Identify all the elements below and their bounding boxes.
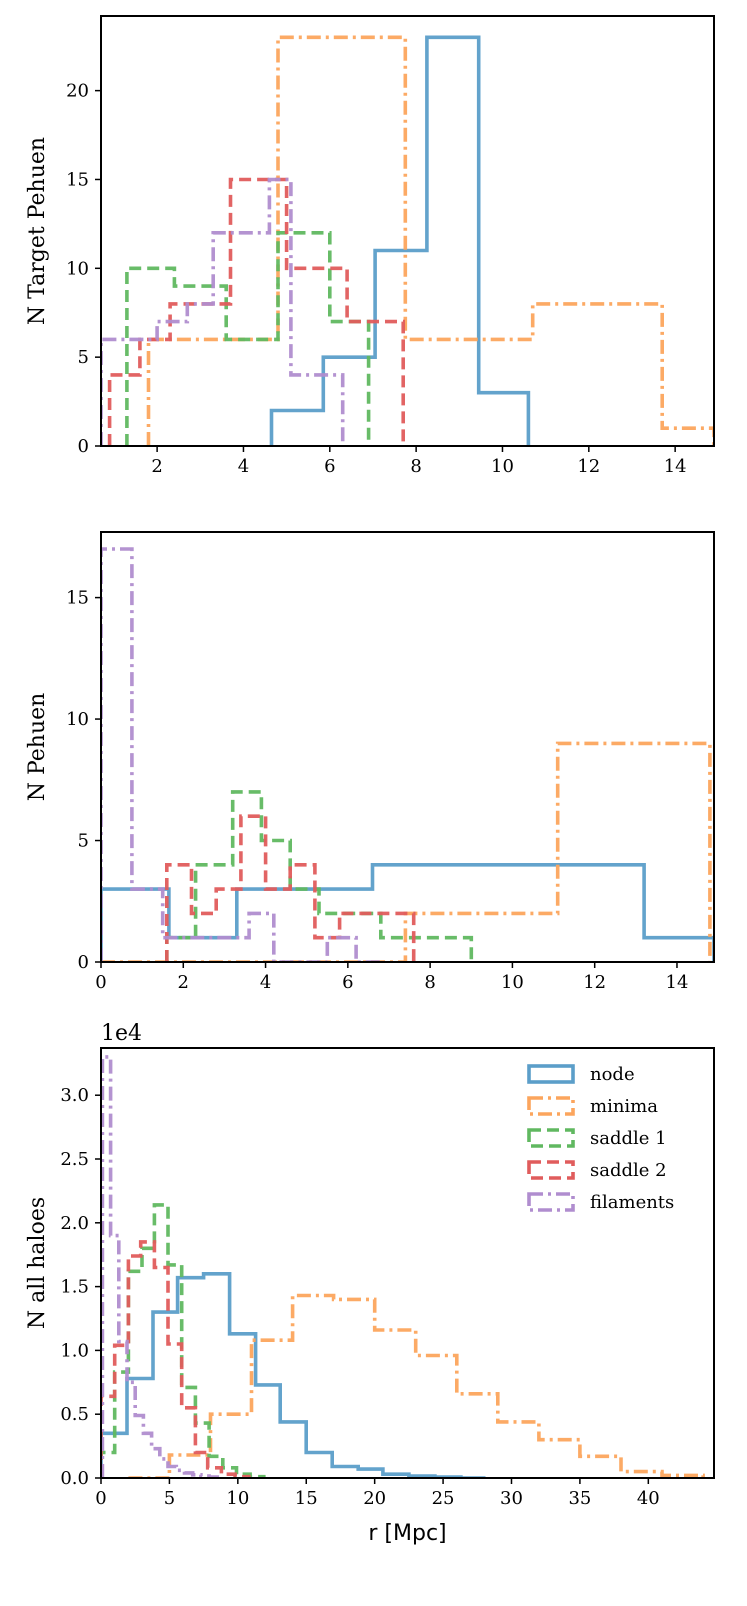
x-tick-label: 5: [164, 1488, 175, 1509]
series-group: [101, 547, 714, 962]
x-tick-label: 0: [95, 972, 106, 993]
y-offset-text: 1e4: [101, 1021, 142, 1046]
x-tick-label: 40: [637, 1488, 660, 1509]
y-tick-label: 3.0: [60, 1085, 89, 1106]
legend-swatch-saddle-1: [527, 1128, 575, 1148]
x-axis-label: r [Mpc]: [368, 1521, 446, 1546]
y-tick-label: 1.5: [60, 1277, 89, 1298]
y-tick-label: 15: [66, 169, 89, 190]
x-tick-label: 35: [568, 1488, 591, 1509]
x-tick-label: 8: [410, 456, 421, 477]
y-tick-label: 5: [78, 831, 89, 852]
series-node-step: [269, 35, 531, 446]
axes-frame: [100, 1047, 715, 1479]
series-saddle-1-step: [125, 231, 371, 446]
legend-label-minima: minima: [590, 1096, 658, 1117]
x-tick-label: 15: [295, 1488, 318, 1509]
x-tick-label: 6: [342, 972, 353, 993]
x-tick-label: 14: [664, 456, 687, 477]
y-tick-label: 0: [78, 952, 89, 973]
y-tick-label: 2.0: [60, 1213, 89, 1234]
y-tick-label: 20: [66, 81, 89, 102]
x-tick-label: 4: [260, 972, 271, 993]
series-group: [101, 1055, 705, 1478]
series-minima-step: [146, 35, 714, 446]
legend-swatch-node: [527, 1064, 575, 1084]
y-tick-label: 1.0: [60, 1340, 89, 1361]
x-tick-label: 4: [238, 456, 249, 477]
series-group: [101, 35, 714, 446]
x-tick-label: 14: [666, 972, 689, 993]
series-filaments-step: [101, 547, 385, 962]
y-tick-label: 15: [66, 588, 89, 609]
x-tick-label: 20: [363, 1488, 386, 1509]
y-tick-label: 10: [66, 258, 89, 279]
y-tick-label: 0.5: [60, 1404, 89, 1425]
x-tick-label: 8: [424, 972, 435, 993]
series-filaments-step: [101, 177, 345, 446]
panel-all-haloes: 0 5 10 15 20 25 30 35 40 0.0 0.5 1.0 1.5 2.0 2.5 3.0 N a…: [25, 1021, 715, 1546]
y-tick-label: 0: [78, 436, 89, 457]
x-tick-label: 6: [324, 456, 335, 477]
series-node-step: [101, 1272, 486, 1478]
y-tick-label: 10: [66, 709, 89, 730]
series-saddle-2-step: [107, 177, 405, 446]
x-tick-label: 12: [577, 456, 600, 477]
series-minima-step: [101, 741, 712, 962]
legend: node minima saddle 1 saddle 2 filaments: [527, 1064, 674, 1213]
legend-label-saddle-1: saddle 1: [590, 1128, 667, 1149]
axes-frame: [100, 15, 715, 447]
x-tick-label: 2: [178, 972, 189, 993]
y-axis-label: N Target Pehuen: [25, 137, 50, 325]
series-filaments-step: [101, 1055, 220, 1478]
legend-label-node: node: [590, 1064, 635, 1085]
legend-label-saddle-2: saddle 2: [590, 1160, 667, 1181]
y-tick-label: 2.5: [60, 1149, 89, 1170]
legend-swatch-filaments: [527, 1192, 575, 1212]
y-tick-label: 5: [78, 347, 89, 368]
series-saddle-1-step: [165, 790, 474, 962]
series-minima-step: [128, 1293, 705, 1478]
x-tick-label: 25: [432, 1488, 455, 1509]
panel-pehuen: 0 2 4 6 8 10 12 14 0 5 10 15 N Pehuen: [25, 531, 715, 993]
legend-label-filaments: filaments: [590, 1192, 674, 1213]
series-saddle-2-step: [101, 1240, 251, 1478]
x-tick-label: 30: [500, 1488, 523, 1509]
legend-swatch-saddle-2: [527, 1160, 575, 1180]
axes-frame: [100, 531, 715, 963]
y-axis-label: N Pehuen: [25, 693, 50, 802]
x-tick-label: 10: [491, 456, 514, 477]
x-tick-label: 10: [501, 972, 524, 993]
legend-swatch-minima: [527, 1096, 575, 1116]
x-tick-label: 10: [226, 1488, 249, 1509]
series-node-step: [101, 863, 714, 962]
x-tick-label: 0: [95, 1488, 106, 1509]
series-saddle-1-step: [101, 1203, 266, 1478]
panel-target-pehuen: 2 4 6 8 10 12 14 0 5 10 15 20 N Target Pehuen: [25, 15, 715, 477]
y-axis-label: N all haloes: [25, 1197, 50, 1329]
y-tick-label: 0.0: [60, 1468, 89, 1489]
x-tick-label: 2: [151, 456, 162, 477]
series-saddle-2-step: [165, 814, 416, 962]
x-tick-label: 12: [583, 972, 606, 993]
